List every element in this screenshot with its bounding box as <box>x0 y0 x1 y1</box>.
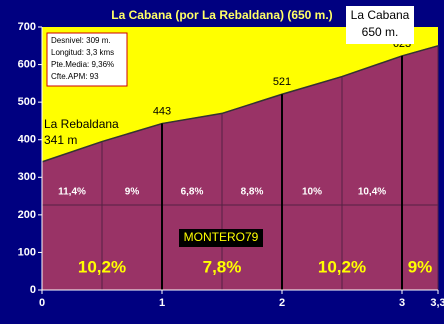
profile-line <box>41 45 439 163</box>
info-box <box>46 32 128 87</box>
profile-segment <box>401 45 439 291</box>
info-line: Cfte.APM: 93 <box>51 72 99 81</box>
km-gradient-label: 10,2% <box>318 257 366 276</box>
start-annotation: La Rebaldana <box>44 117 119 131</box>
segment-gradient-label: 9% <box>125 187 140 198</box>
segment-gradient-label: 10,4% <box>358 187 386 198</box>
altitude-label: 443 <box>153 105 171 117</box>
y-tick-label: 400 <box>18 134 36 146</box>
watermark-box <box>179 229 263 247</box>
info-line: Desnivel: 309 m. <box>51 36 111 45</box>
watermark: MONTERO79 <box>184 230 259 244</box>
x-tick-label: 2 <box>279 297 285 309</box>
y-tick-label: 600 <box>18 58 36 70</box>
y-tick-label: 200 <box>18 209 36 221</box>
start-annotation: 341 m <box>44 133 77 147</box>
info-line: Longitud: 3,3 kms <box>51 48 114 57</box>
y-tick-label: 700 <box>18 21 36 33</box>
chart-title: La Cabana (por La Rebaldana) (650 m.) <box>111 8 332 22</box>
x-tick-label: 3,3 <box>430 297 444 309</box>
km-gradient-label: 10,2% <box>78 257 126 276</box>
y-tick-label: 100 <box>18 246 36 258</box>
end-annotation: La Cabana <box>351 8 410 22</box>
y-tick-label: 300 <box>18 171 36 183</box>
segment-gradient-label: 6,8% <box>181 187 204 198</box>
end-annotation: 650 m. <box>362 25 399 39</box>
x-tick-label: 0 <box>39 297 45 309</box>
km-gradient-label: 7,8% <box>203 257 242 276</box>
segment-gradient-label: 11,4% <box>58 187 86 198</box>
profile-segment <box>341 55 403 291</box>
x-tick-label: 1 <box>159 297 165 309</box>
end-annotation-box <box>346 6 414 44</box>
segment-gradient-label: 10% <box>302 187 322 198</box>
info-line: Pte.Media: 9,36% <box>51 60 114 69</box>
y-tick-label: 0 <box>30 284 36 296</box>
x-tick-label: 3 <box>399 297 405 309</box>
y-tick-label: 500 <box>18 96 36 108</box>
km-gradient-label: 9% <box>408 257 433 276</box>
segment-gradient-label: 8,8% <box>241 187 264 198</box>
altitude-label: 521 <box>273 76 291 88</box>
